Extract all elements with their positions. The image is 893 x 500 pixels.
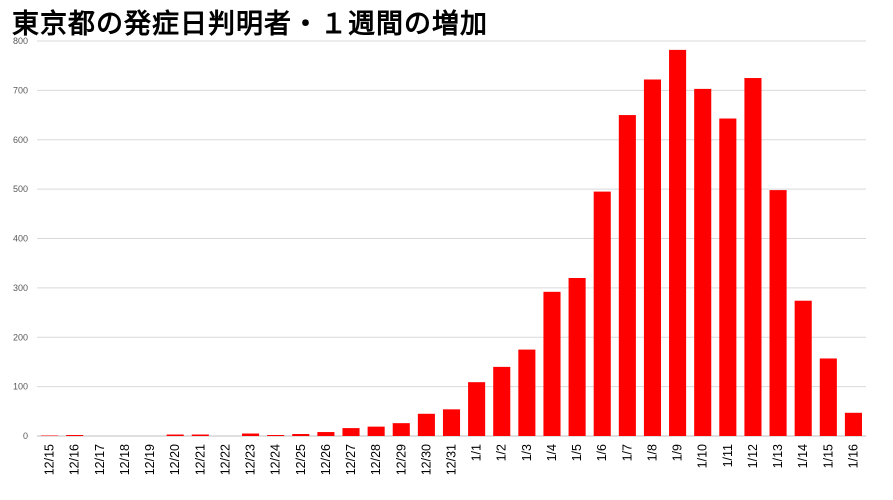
x-tick-label: 1/6 [595, 444, 609, 461]
x-tick-label: 12/28 [369, 444, 383, 475]
y-tick-label: 0 [23, 431, 28, 441]
x-tick-label: 12/18 [118, 444, 132, 475]
bar [593, 191, 611, 436]
x-tick-label: 1/5 [570, 444, 584, 461]
x-tick-label: 12/20 [168, 444, 182, 475]
y-tick-label: 400 [13, 234, 28, 244]
bar [417, 413, 435, 436]
bar [694, 88, 712, 437]
y-tick-label: 300 [13, 283, 28, 293]
x-tick-label: 1/12 [746, 444, 760, 468]
bar [493, 366, 511, 436]
x-tick-label: 12/15 [43, 444, 57, 475]
y-tick-label: 800 [13, 36, 28, 46]
x-tick-label: 12/27 [344, 444, 358, 475]
x-tick-label: 12/16 [68, 444, 82, 475]
y-tick-label: 700 [13, 85, 28, 95]
x-tick-label: 1/7 [620, 444, 634, 461]
bar [392, 423, 410, 436]
bar [442, 409, 461, 436]
x-axis-ticks: 12/15 12/16 12/17 12/18 12/19 12/20 12/21 12/22… [43, 444, 861, 475]
gridlines [37, 40, 866, 437]
x-tick-label: 1/9 [671, 444, 685, 461]
x-tick-label: 1/16 [846, 444, 860, 468]
y-tick-label: 100 [13, 382, 28, 392]
bar [769, 190, 787, 436]
bar [166, 434, 184, 436]
x-tick-label: 12/21 [193, 444, 207, 475]
bar [543, 291, 561, 436]
x-tick-label: 12/17 [93, 444, 107, 475]
x-tick-label: 12/31 [445, 444, 459, 475]
x-tick-label: 12/22 [218, 444, 232, 475]
bar [267, 435, 285, 436]
x-tick-label: 12/23 [244, 444, 258, 475]
x-tick-label: 1/2 [495, 444, 509, 461]
bar [191, 434, 209, 436]
bar [317, 432, 335, 436]
bar [292, 434, 310, 436]
x-tick-label: 1/11 [721, 444, 735, 467]
bar [342, 428, 360, 436]
bar [643, 79, 662, 436]
bar [66, 435, 84, 436]
bar [744, 78, 762, 436]
x-tick-label: 12/24 [269, 444, 283, 475]
x-tick-label: 1/15 [821, 444, 835, 468]
x-tick-label: 12/25 [294, 444, 308, 475]
bar [568, 278, 586, 436]
bars [41, 49, 862, 437]
x-tick-label: 1/3 [520, 444, 534, 461]
bar [844, 412, 862, 436]
x-tick-label: 1/14 [796, 444, 810, 468]
bar [468, 382, 486, 436]
bar [794, 300, 812, 436]
x-tick-label: 1/4 [545, 444, 559, 461]
bar [241, 433, 260, 436]
x-tick-label: 1/13 [771, 444, 785, 468]
y-tick-label: 500 [13, 184, 28, 194]
y-axis-ticks: 0 100 200 300 400 500 600 700 800 [13, 36, 28, 441]
x-tick-label: 1/1 [470, 444, 484, 461]
y-tick-label: 600 [13, 135, 28, 145]
bar [719, 118, 737, 437]
x-tick-label: 1/8 [645, 444, 659, 461]
chart-title: 東京都の発症日判明者・１週間の増加 [12, 9, 488, 40]
bar [669, 49, 687, 436]
y-tick-label: 200 [13, 332, 28, 342]
x-tick-label: 1/10 [696, 444, 710, 468]
bar [518, 349, 536, 436]
x-tick-label: 12/29 [394, 444, 408, 475]
bar [367, 426, 385, 436]
bar [819, 358, 837, 436]
x-tick-label: 12/30 [419, 444, 433, 475]
x-tick-label: 12/26 [319, 444, 333, 475]
x-tick-label: 12/19 [143, 444, 157, 475]
bar [618, 115, 636, 436]
